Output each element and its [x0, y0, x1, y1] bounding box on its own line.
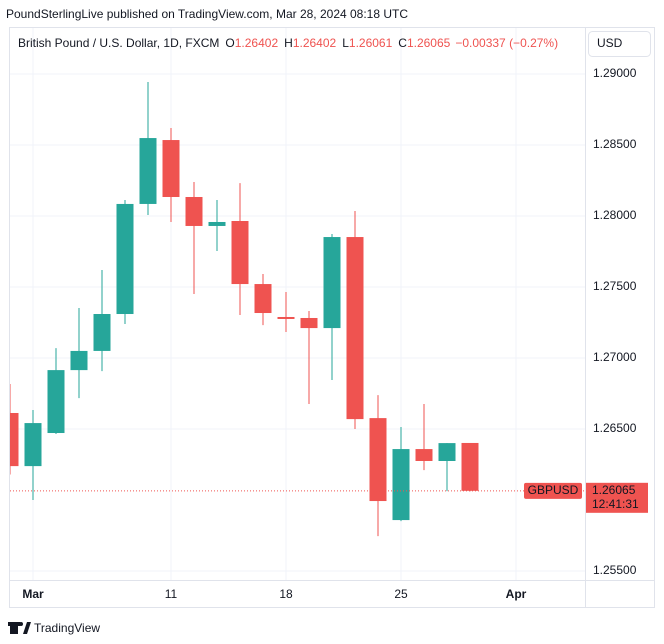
legend-value: 1.26402: [235, 36, 279, 50]
y-tick-label: 1.28500: [593, 137, 637, 151]
legend-title: British Pound / U.S. Dollar, 1D, FXCM: [18, 36, 219, 50]
x-tick-label: Mar: [22, 587, 44, 601]
currency: USD: [597, 36, 623, 50]
candle-body: [47, 370, 65, 434]
footer-brand: TradingView: [34, 621, 100, 635]
legend-label: H: [284, 36, 293, 50]
chart-frame: [9, 27, 655, 608]
publisher: PoundSterlingLive published on TradingVi…: [6, 7, 408, 21]
candle-body: [323, 237, 341, 329]
y-tick-label: 1.27500: [593, 279, 637, 293]
legend-change: −0.00337 (−0.27%): [455, 36, 558, 50]
x-tick-label: 18: [279, 587, 293, 601]
y-tick-label: 1.25500: [593, 563, 637, 577]
y-tick-label: 1.27000: [593, 350, 637, 364]
candle-body: [415, 449, 433, 461]
currency-button[interactable]: [588, 31, 651, 57]
candle-body: [10, 412, 19, 467]
symbol-tag-bg: [524, 482, 582, 499]
legend-value: 1.26065: [407, 36, 451, 50]
price-tag: 1.26065: [592, 483, 636, 497]
candle-body: [300, 317, 318, 329]
x-tick-label: 25: [394, 587, 408, 601]
legend: British Pound / U.S. Dollar, 1D, FXCM O1.…: [18, 36, 558, 50]
candle-body: [231, 220, 249, 285]
y-tick-label: 1.26500: [593, 421, 637, 435]
candle-body: [185, 196, 203, 226]
legend-label: O: [225, 36, 234, 50]
y-tick-label: 1.29000: [593, 66, 637, 80]
candle-body: [346, 237, 364, 420]
legend-label: L: [342, 36, 349, 50]
candle-body: [24, 423, 42, 467]
plot: [10, 28, 585, 580]
legend-value: 1.26402: [293, 36, 337, 50]
candle-body: [70, 350, 88, 371]
legend-label: C: [398, 36, 407, 50]
x-tick-label: 11: [165, 587, 178, 601]
candle-body: [277, 316, 295, 319]
candle-body: [208, 221, 226, 226]
candle-body: [392, 449, 410, 521]
candle-body: [254, 284, 272, 314]
candle-body: [116, 203, 134, 315]
countdown: 12:41:31: [592, 497, 639, 511]
y-tick-label: 1.28000: [593, 208, 637, 222]
price-tag-bg: [586, 482, 648, 513]
legend-value: 1.26061: [349, 36, 393, 50]
candle-body: [461, 442, 479, 491]
candle-body: [369, 418, 387, 502]
candle-body: [438, 443, 456, 461]
x-tick-label: Apr: [506, 587, 527, 601]
tv-logo: [8, 622, 31, 634]
candle-body: [93, 314, 111, 351]
candle-body: [139, 138, 157, 204]
symbol-tag: GBPUSD: [528, 483, 579, 497]
candle-body: [162, 140, 180, 197]
